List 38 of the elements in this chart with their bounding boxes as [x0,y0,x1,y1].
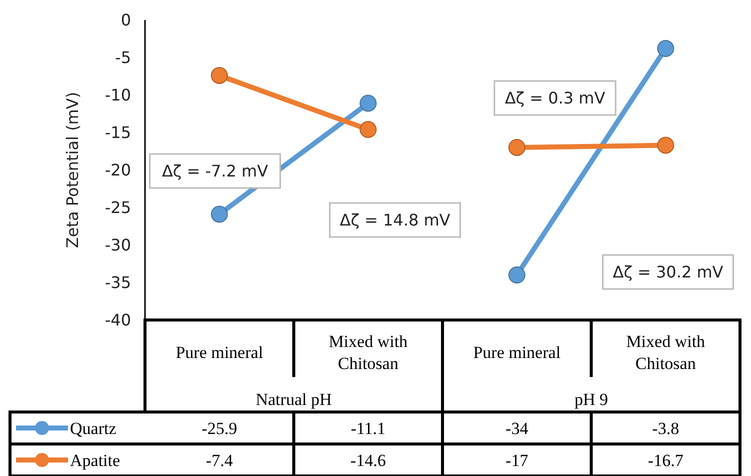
annotation: Δζ = 14.8 mV [340,210,450,230]
data-label: -14.6 [350,450,386,470]
annotation: Δζ = -7.2 mV [162,162,268,181]
y-tick-label: -15 [104,123,131,142]
y-tick-label: 0 [120,10,131,30]
annotation: Δζ = 30.2 mV [612,262,724,282]
text: Natrual pH [256,390,332,409]
y-tick-label: -35 [104,273,131,292]
data-label: -17 [506,450,529,470]
y-tick-label: -25 [104,198,131,218]
data-label: -34 [506,418,529,438]
data-label: -7.4 [206,450,234,470]
point [360,94,377,112]
x-tick-label: Pure mineral [176,342,264,362]
point [508,139,526,156]
data-label: -16.7 [648,450,684,470]
text: pH 9 [574,390,608,409]
annotation: Δζ = 0.3 mV [504,88,606,108]
point [657,136,674,154]
legend-label: Quartz [70,418,117,438]
data-label: -25.9 [202,418,238,438]
x-tick-label: Pure mineral [473,342,561,362]
y-tick-label: -30 [104,236,131,255]
legend-label: Apatite [70,450,120,470]
data-label: -3.8 [652,418,680,438]
y-tick-label: -5 [115,48,131,68]
point [508,266,526,284]
x-tick-label: Mixed with Chitosan [626,332,706,373]
y-axis-title: Zeta Potential (mV) [63,92,82,248]
y-tick-label: -10 [104,86,131,105]
point [360,121,377,138]
point [210,67,228,84]
point [210,206,228,223]
y-tick-label: -40 [104,310,131,330]
data-label: -11.1 [350,418,386,438]
y-tick-label: -20 [104,160,131,180]
x-tick-label: Mixed with Chitosan [328,332,408,373]
point [657,40,674,57]
